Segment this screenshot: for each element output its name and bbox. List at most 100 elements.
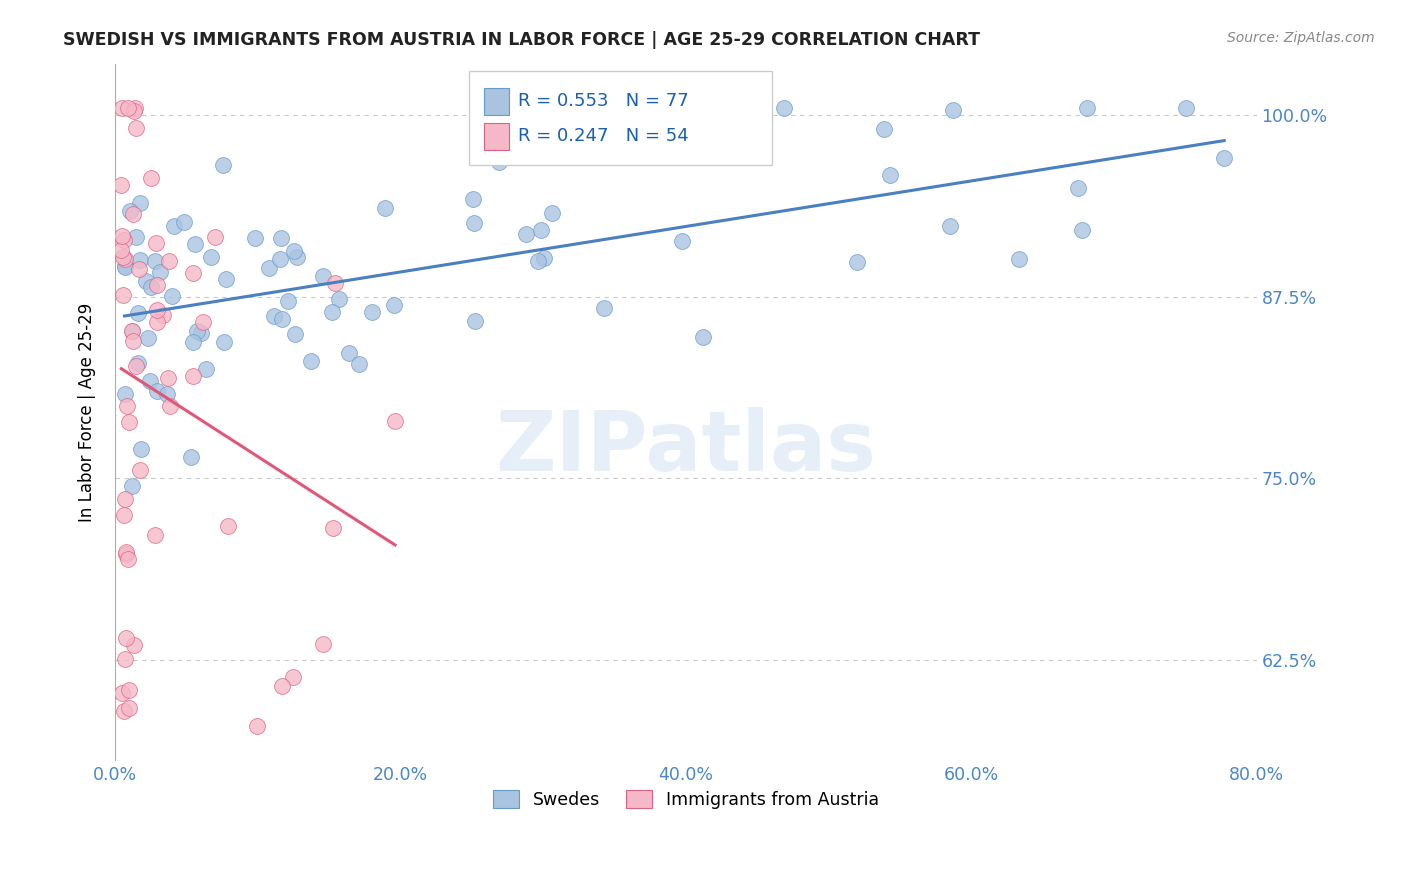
Point — [692, 330, 714, 344]
Point — [122, 638, 145, 652]
Point — [347, 357, 370, 371]
Point — [129, 196, 152, 211]
Point — [121, 207, 143, 221]
Point — [111, 228, 134, 243]
Point — [145, 235, 167, 250]
Point — [671, 234, 693, 248]
Point — [114, 387, 136, 401]
Point — [283, 244, 305, 258]
Point — [533, 251, 555, 265]
Point — [124, 101, 146, 115]
Point — [114, 545, 136, 559]
Point — [121, 479, 143, 493]
Point — [181, 266, 204, 280]
Point — [1067, 181, 1090, 195]
Point — [246, 719, 269, 733]
Point — [270, 231, 292, 245]
Point — [159, 399, 181, 413]
Point — [136, 331, 159, 345]
Point — [129, 463, 152, 477]
Point — [173, 215, 195, 229]
Point — [592, 301, 614, 315]
Point — [114, 631, 136, 645]
Point — [879, 168, 901, 182]
Point — [873, 122, 896, 136]
Point — [145, 315, 167, 329]
Point — [194, 362, 217, 376]
Point — [322, 521, 344, 535]
Point — [129, 253, 152, 268]
Point — [125, 359, 148, 374]
Point — [124, 103, 146, 118]
Point — [139, 374, 162, 388]
Point — [157, 254, 180, 268]
Point — [112, 233, 135, 247]
Text: R = 0.247   N = 54: R = 0.247 N = 54 — [517, 127, 689, 145]
Point — [1213, 152, 1236, 166]
Point — [121, 324, 143, 338]
Point — [942, 103, 965, 117]
Point — [118, 416, 141, 430]
Point — [124, 121, 146, 136]
Point — [488, 155, 510, 169]
Point — [146, 384, 169, 398]
Point — [114, 259, 136, 273]
Point — [114, 491, 136, 506]
Point — [283, 670, 305, 684]
Point — [115, 548, 138, 562]
Text: Source: ZipAtlas.com: Source: ZipAtlas.com — [1227, 31, 1375, 45]
Point — [328, 292, 350, 306]
FancyBboxPatch shape — [470, 71, 772, 165]
Point — [277, 293, 299, 308]
Point — [463, 217, 485, 231]
Point — [1071, 223, 1094, 237]
Legend: Swedes, Immigrants from Austria: Swedes, Immigrants from Austria — [486, 783, 886, 815]
Point — [139, 280, 162, 294]
Point — [115, 399, 138, 413]
Point — [200, 250, 222, 264]
Point — [118, 682, 141, 697]
Point — [127, 306, 149, 320]
Y-axis label: In Labor Force | Age 25-29: In Labor Force | Age 25-29 — [79, 303, 96, 523]
Point — [112, 250, 135, 264]
Point — [114, 652, 136, 666]
Point — [540, 205, 562, 219]
Point — [156, 386, 179, 401]
Text: R = 0.553   N = 77: R = 0.553 N = 77 — [517, 92, 689, 110]
Point — [361, 305, 384, 319]
Point — [156, 371, 179, 385]
Point — [382, 298, 405, 312]
Point — [149, 265, 172, 279]
Point — [284, 327, 307, 342]
Point — [181, 335, 204, 350]
Point — [191, 315, 214, 329]
Point — [321, 305, 343, 319]
Point — [214, 334, 236, 349]
Point — [299, 354, 322, 368]
Point — [141, 171, 163, 186]
Point — [114, 252, 136, 266]
Point — [184, 237, 207, 252]
Point — [145, 302, 167, 317]
Point — [122, 334, 145, 348]
Point — [285, 250, 308, 264]
Point — [180, 450, 202, 464]
Point — [152, 308, 174, 322]
Point — [114, 260, 136, 275]
Point — [121, 325, 143, 339]
Point — [1174, 101, 1197, 115]
Point — [146, 277, 169, 292]
Point — [263, 310, 285, 324]
Point — [117, 101, 139, 115]
Point — [143, 527, 166, 541]
Point — [269, 252, 291, 267]
Point — [111, 101, 134, 115]
Point — [772, 101, 794, 115]
Point — [112, 705, 135, 719]
Point — [312, 268, 335, 283]
Point — [110, 243, 132, 257]
Point — [464, 314, 486, 328]
Point — [337, 346, 360, 360]
Point — [118, 204, 141, 219]
FancyBboxPatch shape — [484, 88, 509, 115]
